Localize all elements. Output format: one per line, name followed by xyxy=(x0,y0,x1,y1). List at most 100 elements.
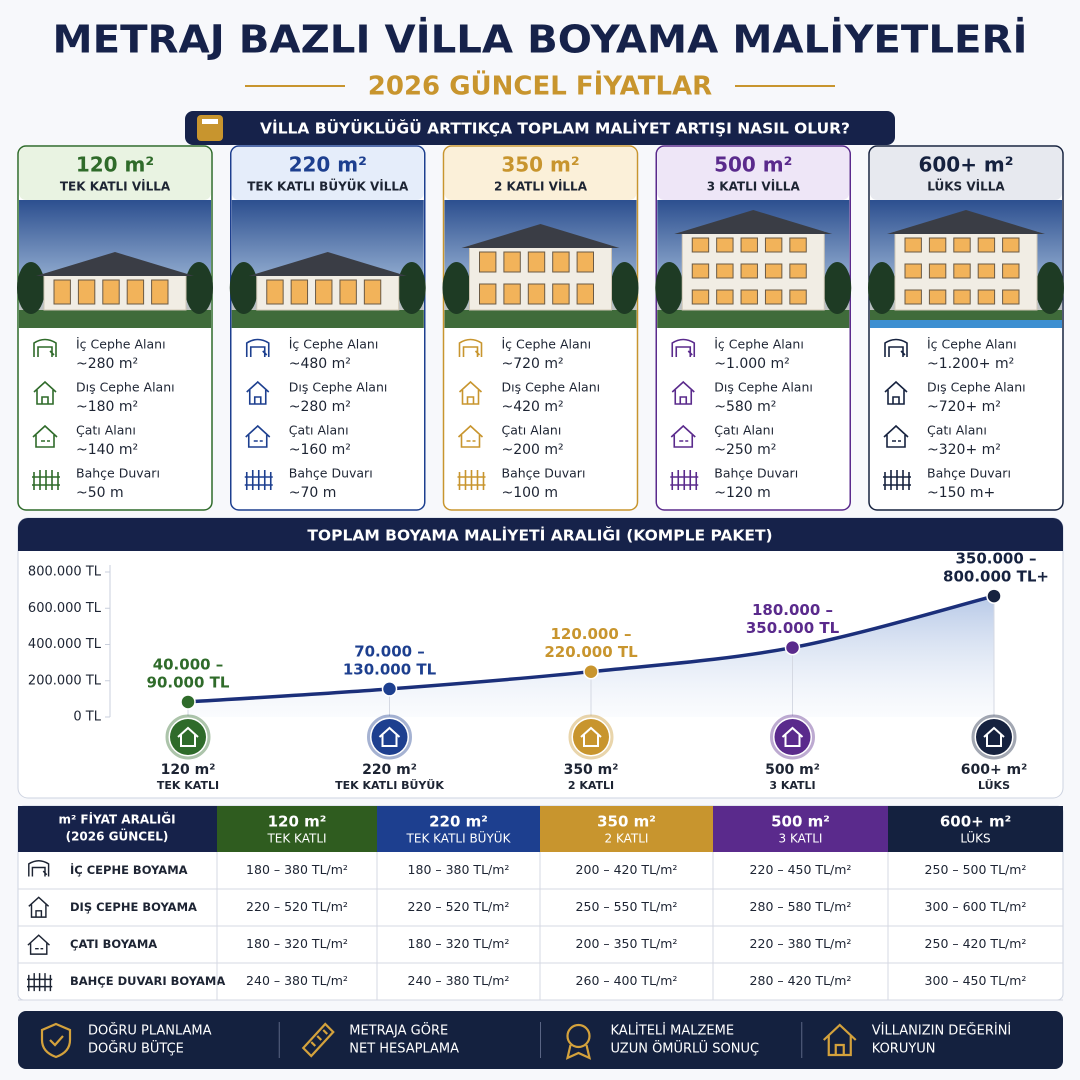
villa-window xyxy=(552,283,570,305)
column-header xyxy=(377,806,540,852)
column-size: 350 m² xyxy=(597,813,656,831)
category-icon xyxy=(568,714,614,760)
category-icon xyxy=(781,726,804,747)
villa-window xyxy=(953,289,971,305)
footer-icon xyxy=(40,1022,72,1059)
question-bar xyxy=(185,111,895,145)
villa-window xyxy=(953,263,971,279)
card-type: LÜKS VİLLA xyxy=(927,179,1005,194)
icon xyxy=(457,424,484,448)
card-size: 350 m² xyxy=(501,153,579,177)
chart-title: TOPLAM BOYAMA MALİYETİ ARALIĞI (KOMPLE P… xyxy=(307,526,772,545)
icon xyxy=(32,470,60,490)
annotation: 800.000 TL+ xyxy=(943,568,1049,586)
x-tick-label: 600+ m² xyxy=(961,762,1028,778)
item-value: ~1.000 m² xyxy=(714,356,790,372)
villa-window xyxy=(691,289,710,305)
title: METRAJ BAZLI VİLLA BOYAMA MALİYETLERİ xyxy=(53,18,1028,62)
point xyxy=(784,639,801,656)
item-label: Çatı Alanı xyxy=(714,423,774,438)
tree xyxy=(1036,262,1064,314)
category-icon xyxy=(371,719,408,755)
table-cell: 200 – 350 TL/m² xyxy=(576,936,678,951)
annotation: 220.000 TL xyxy=(544,643,638,661)
item-value: ~50 m xyxy=(76,485,124,501)
villa-window xyxy=(904,263,922,279)
villa-window xyxy=(716,263,734,279)
footer-icon xyxy=(301,1022,335,1058)
icon xyxy=(27,934,50,955)
villa-window xyxy=(339,279,357,305)
item-label: Çatı Alanı xyxy=(502,423,562,438)
y-tick-label: 600.000 TL xyxy=(28,601,102,616)
villa-window xyxy=(691,263,710,279)
item-value: ~280 m² xyxy=(289,399,351,415)
villa-window xyxy=(290,279,309,305)
item-value: ~120 m xyxy=(714,485,771,501)
footer-text: VİLLANIZIN DEĞERİNİ xyxy=(872,1023,1012,1039)
column-type: TEK KATLI BÜYÜK xyxy=(406,830,512,846)
item-label: İç Cephe Alanı xyxy=(502,337,592,352)
lawn xyxy=(231,310,424,328)
footer-icon xyxy=(565,1044,592,1060)
card-type: TEK KATLI BÜYÜK VİLLA xyxy=(247,179,409,194)
card-size: 500 m² xyxy=(714,153,792,177)
villa-window xyxy=(1002,263,1020,279)
villa-window xyxy=(151,279,169,305)
column-header xyxy=(713,806,888,852)
villa-window xyxy=(315,279,333,305)
row-label: İÇ CEPHE BOYAMA xyxy=(70,862,188,877)
point xyxy=(180,694,196,710)
table-cell: 220 – 380 TL/m² xyxy=(750,936,852,951)
tree xyxy=(17,262,45,314)
icon xyxy=(884,338,908,357)
item-value: ~320+ m² xyxy=(927,442,1001,458)
item-label: Çatı Alanı xyxy=(289,423,349,438)
annotation: 90.000 TL xyxy=(147,673,230,691)
villa-window xyxy=(576,251,594,273)
villa-window xyxy=(904,237,922,253)
category-icon xyxy=(971,714,1017,760)
tree xyxy=(610,262,639,314)
item-value: ~100 m xyxy=(502,485,559,501)
item-label: Dış Cephe Alanı xyxy=(502,380,601,395)
item-value: ~140 m² xyxy=(76,442,138,458)
card-header xyxy=(870,147,1062,200)
villa-window xyxy=(928,237,947,253)
table-cell: 180 – 320 TL/m² xyxy=(408,936,510,951)
column-type: LÜKS xyxy=(960,830,990,846)
x-tick-label: 220 m² xyxy=(362,762,417,778)
annotation: 40.000 – xyxy=(153,655,224,673)
villa-window xyxy=(576,283,594,305)
icon xyxy=(458,380,483,405)
villa-window xyxy=(740,289,758,305)
footer-text: KALİTELİ MALZEME xyxy=(611,1023,735,1039)
icon xyxy=(883,470,911,490)
column-header xyxy=(217,806,377,852)
villa-window xyxy=(764,237,783,253)
item-value: ~720 m² xyxy=(502,356,564,372)
table-cell: 250 – 550 TL/m² xyxy=(576,899,678,914)
villa-window xyxy=(126,279,145,305)
item-value: ~200 m² xyxy=(502,442,564,458)
table-cell: 280 – 420 TL/m² xyxy=(750,973,852,988)
category-icon xyxy=(367,714,412,760)
tree xyxy=(185,262,213,314)
item-value: ~420 m² xyxy=(502,399,564,415)
item-value: ~70 m xyxy=(289,485,337,501)
villa-window xyxy=(363,279,382,305)
villa-roof xyxy=(248,252,407,276)
table-cell: 220 – 520 TL/m² xyxy=(246,899,348,914)
footer-text: DOĞRU PLANLAMA xyxy=(88,1023,212,1039)
icon xyxy=(244,470,273,490)
tree xyxy=(229,262,258,314)
table-cell: 220 – 450 TL/m² xyxy=(750,862,852,877)
x-tick-note: TEK KATLI BÜYÜK xyxy=(335,778,444,792)
tree xyxy=(397,262,426,314)
item-value: ~180 m² xyxy=(76,399,138,415)
x-tick-note: 2 KATLI xyxy=(568,779,614,792)
footer-icon xyxy=(566,1023,591,1049)
point xyxy=(381,681,398,697)
villa-window xyxy=(53,279,71,305)
